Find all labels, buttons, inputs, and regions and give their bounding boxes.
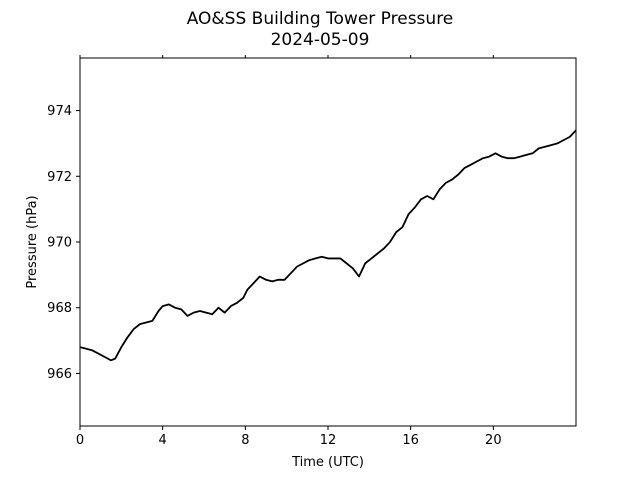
y-tick-label: 968 [47, 301, 72, 316]
x-tick-label: 4 [159, 433, 167, 448]
y-tick-label: 974 [47, 104, 72, 119]
x-tick-label: 8 [241, 433, 249, 448]
x-axis-label: Time (UTC) [291, 455, 364, 470]
y-tick-label: 966 [47, 367, 72, 382]
series-line-0 [79, 129, 577, 362]
chart-subtitle: 2024-05-09 [271, 30, 370, 50]
x-tick-label: 12 [320, 433, 337, 448]
x-tick-label: 16 [402, 433, 419, 448]
y-axis-label: Pressure (hPa) [25, 195, 40, 288]
x-tick-label: 20 [485, 433, 502, 448]
y-tick-label: 970 [47, 236, 72, 251]
x-tick-label: 0 [76, 433, 84, 448]
series-layer [79, 129, 577, 362]
chart-title: AO&SS Building Tower Pressure [187, 9, 454, 29]
tick-layer: 0 4 8 12 16 20 966 968 970 972 974 [47, 55, 502, 448]
y-tick-label: 972 [47, 170, 72, 185]
plot-frame [79, 57, 577, 427]
